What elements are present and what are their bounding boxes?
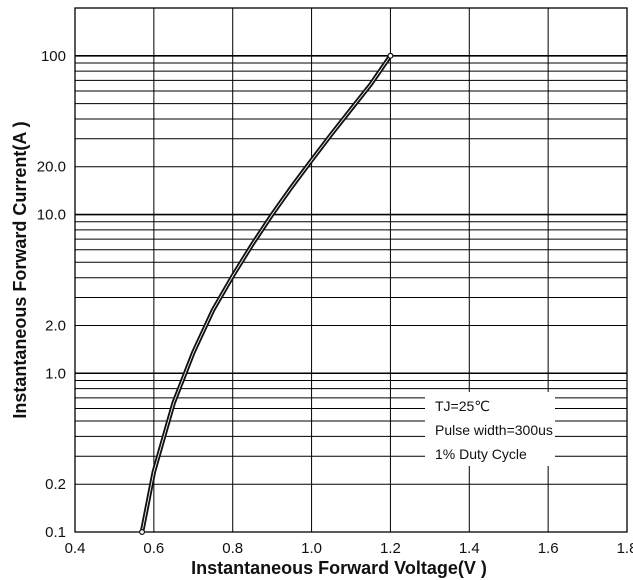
- plot-frame: [74, 7, 628, 533]
- annotation-box: TJ=25℃ Pulse width=300us 1% Duty Cycle: [425, 392, 555, 466]
- x-tick-label: 0.4: [65, 540, 86, 557]
- y-tick-labels: 0.1 0.2 1.0 2.0 10.0 20.0 100: [37, 48, 66, 541]
- y-tick-label: 1.0: [45, 365, 66, 382]
- y-tick-label: 0.1: [45, 524, 66, 541]
- y-tick-label: 100: [41, 48, 66, 65]
- y-axis-title: Instantaneous Forward Current(A ): [10, 121, 30, 418]
- x-tick-label: 0.8: [222, 540, 243, 557]
- x-tick-label: 1.8: [617, 540, 633, 557]
- y-tick-label: 20.0: [37, 159, 66, 176]
- x-tick-label: 1.6: [538, 540, 559, 557]
- x-tick-label: 1.4: [459, 540, 480, 557]
- annotation-duty-cycle: 1% Duty Cycle: [435, 446, 527, 462]
- forward-current-curve: [139, 53, 393, 535]
- curve-end-point: [387, 52, 394, 59]
- x-tick-label: 0.6: [143, 540, 164, 557]
- curve-start-point: [139, 528, 146, 535]
- y-tick-label: 10.0: [37, 207, 66, 224]
- grid-lines: [75, 8, 627, 532]
- curve-highlight: [141, 55, 391, 533]
- x-tick-label: 1.2: [380, 540, 401, 557]
- x-tick-label: 1.0: [301, 540, 322, 557]
- annotation-temperature: TJ=25℃: [435, 398, 490, 414]
- data-series: [139, 52, 394, 535]
- y-tick-label: 0.2: [45, 476, 66, 493]
- y-tick-label: 2.0: [45, 317, 66, 334]
- x-axis-title: Instantaneous Forward Voltage(V ): [191, 558, 487, 578]
- annotation-pulse-width: Pulse width=300us: [435, 422, 553, 438]
- x-tick-labels: 0.4 0.6 0.8 1.0 1.2 1.4 1.6 1.8: [65, 540, 633, 557]
